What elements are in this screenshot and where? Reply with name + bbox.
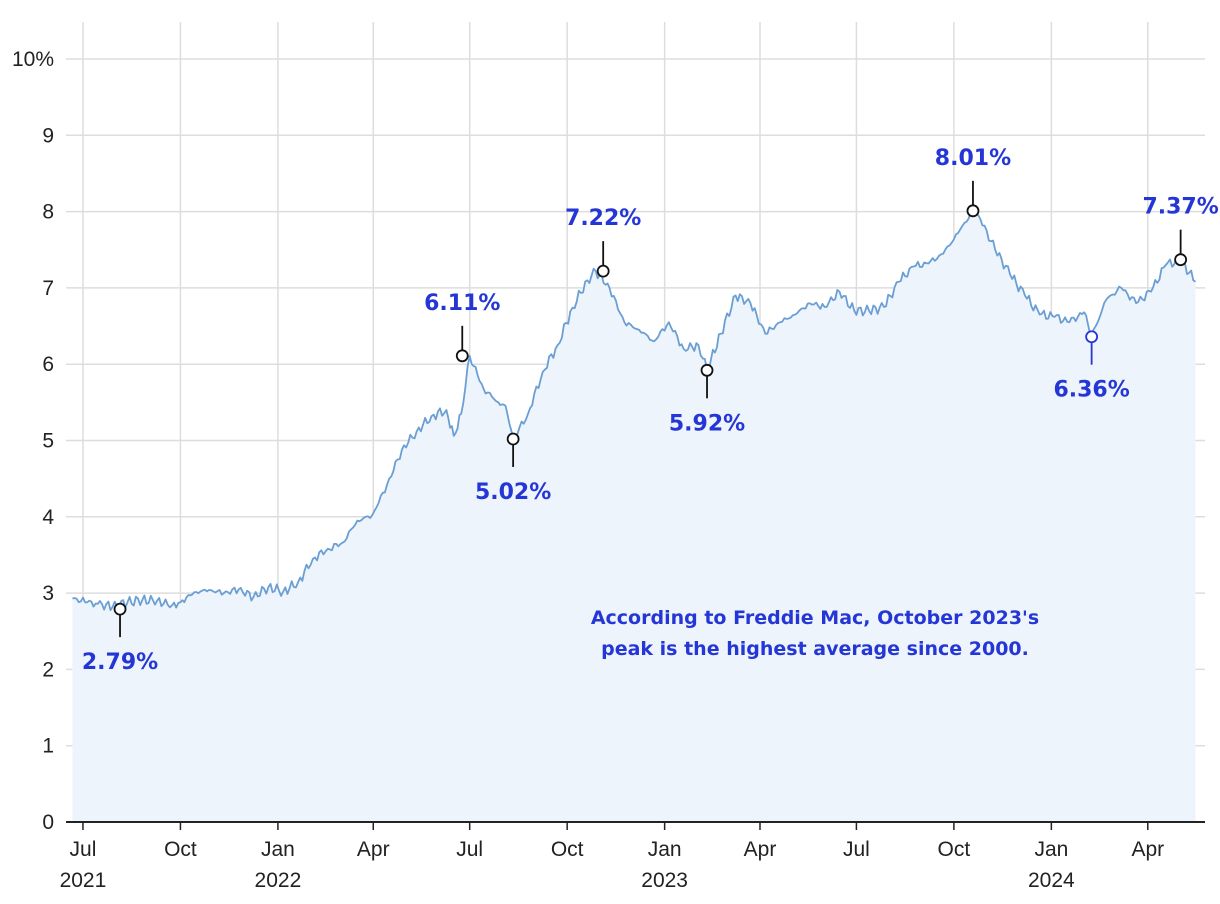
annotation-label: 5.92% [669, 411, 745, 436]
chart-note: According to Freddie Mac, October 2023's… [591, 607, 1039, 660]
series-area [72, 210, 1196, 823]
note-line: According to Freddie Mac, October 2023's [591, 607, 1039, 629]
annotation-marker [1085, 330, 1099, 344]
annotation: 2.79% [82, 602, 158, 675]
x-tick-label: Apr [1131, 838, 1164, 861]
x-tick-label: Jan [648, 838, 682, 861]
y-tick-label: 1 [42, 735, 54, 758]
y-tick-label: 8 [42, 201, 54, 224]
y-tick-label: 6 [42, 353, 54, 376]
annotation: 5.92% [669, 363, 745, 436]
y-tick-label: 7 [42, 277, 54, 300]
annotation-marker [113, 602, 127, 616]
y-tick-label: 9 [42, 124, 54, 147]
x-tick-label: Oct [938, 838, 971, 861]
annotation-label: 8.01% [935, 146, 1011, 171]
annotation: 7.22% [565, 206, 641, 278]
y-tick-label: 2 [42, 658, 54, 681]
annotation-label: 6.36% [1053, 378, 1129, 403]
x-tick-label: Oct [551, 838, 584, 861]
x-year-label: 2022 [255, 869, 302, 892]
x-tick-label: Jan [1034, 838, 1068, 861]
x-year-label: 2024 [1028, 869, 1075, 892]
x-tick-label: Apr [744, 838, 777, 861]
annotation-label: 5.02% [475, 480, 551, 505]
annotation: 6.11% [424, 291, 500, 363]
series-line-layer [72, 209, 1197, 612]
y-tick-label: 10% [12, 48, 54, 71]
annotation-marker [1174, 253, 1188, 267]
annotation-label: 7.37% [1142, 195, 1218, 220]
series-line [72, 209, 1197, 612]
x-tick-label: Apr [357, 838, 390, 861]
x-tick-label: Jan [261, 838, 295, 861]
annotation: 5.02% [475, 432, 551, 505]
x-year-label: 2023 [641, 869, 688, 892]
annotations: 2.79% 6.11% 5.02% 7.22% 5.92% 8.01% 6.36% 7.37% [82, 146, 1219, 675]
annotation-marker [596, 264, 610, 278]
annotation-marker [966, 204, 980, 218]
area-fill-layer [72, 210, 1196, 823]
annotation: 6.36% [1053, 330, 1130, 403]
y-tick-label: 0 [42, 811, 54, 834]
annotation-label: 2.79% [82, 650, 158, 675]
annotation: 8.01% [935, 146, 1011, 218]
y-tick-label: 3 [42, 582, 54, 605]
annotation-marker [700, 363, 714, 377]
y-tick-label: 4 [42, 506, 54, 529]
note-line: peak is the highest average since 2000. [601, 638, 1029, 660]
x-tick-label: Oct [164, 838, 197, 861]
x-tick-label: Jul [70, 838, 97, 861]
x-tick-label: Jul [843, 838, 870, 861]
annotation-label: 7.22% [565, 206, 641, 231]
y-tick-label: 5 [42, 430, 54, 453]
annotation-marker [506, 432, 520, 446]
x-tick-label: Jul [456, 838, 483, 861]
annotation-label: 6.11% [424, 291, 500, 316]
axes: 0 1 2 3 4 5 6 7 8 9 10% Jul 2021 Oct Jan 2022 Apr Jul Oct J… [12, 48, 1205, 892]
x-year-label: 2021 [60, 869, 107, 892]
annotation-marker [455, 349, 469, 363]
annotation: 7.37% [1142, 195, 1219, 267]
